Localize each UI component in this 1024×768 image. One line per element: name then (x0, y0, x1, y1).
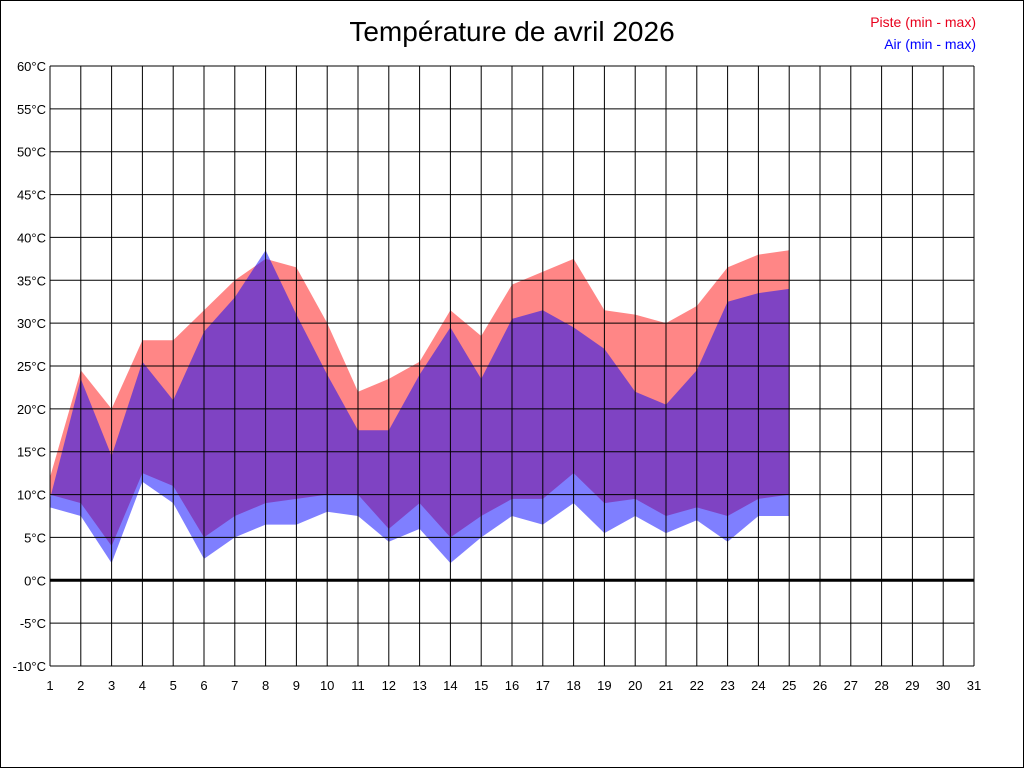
y-tick-label: 60°C (17, 59, 46, 74)
y-tick-label: 55°C (17, 102, 46, 117)
x-tick-label: 8 (262, 678, 269, 693)
x-tick-label: 4 (139, 678, 146, 693)
x-tick-label: 21 (659, 678, 673, 693)
x-tick-label: 17 (536, 678, 550, 693)
x-tick-label: 10 (320, 678, 334, 693)
x-tick-label: 20 (628, 678, 642, 693)
x-tick-label: 9 (293, 678, 300, 693)
x-tick-label: 30 (936, 678, 950, 693)
y-tick-label: 20°C (17, 402, 46, 417)
y-tick-label: 30°C (17, 316, 46, 331)
x-tick-label: 31 (967, 678, 981, 693)
x-tick-label: 16 (505, 678, 519, 693)
x-tick-label: 12 (382, 678, 396, 693)
x-tick-label: 5 (170, 678, 177, 693)
y-tick-label: 15°C (17, 445, 46, 460)
x-tick-label: 27 (844, 678, 858, 693)
y-tick-label: -5°C (20, 616, 46, 631)
x-tick-label: 18 (566, 678, 580, 693)
legend-air: Air (min - max) (884, 36, 976, 52)
legend-piste: Piste (min - max) (870, 14, 976, 30)
x-tick-label: 7 (231, 678, 238, 693)
y-tick-label: 35°C (17, 273, 46, 288)
x-tick-label: 13 (412, 678, 426, 693)
x-tick-label: 28 (874, 678, 888, 693)
x-tick-label: 22 (690, 678, 704, 693)
x-tick-label: 24 (751, 678, 765, 693)
y-tick-label: 40°C (17, 230, 46, 245)
chart-title: Température de avril 2026 (349, 16, 675, 47)
y-tick-label: 50°C (17, 145, 46, 160)
x-tick-label: 14 (443, 678, 457, 693)
x-tick-label: 3 (108, 678, 115, 693)
grid-layer (49, 65, 975, 667)
x-tick-label: 26 (813, 678, 827, 693)
y-tick-label: -10°C (13, 659, 46, 674)
x-tick-label: 15 (474, 678, 488, 693)
x-tick-label: 23 (720, 678, 734, 693)
y-tick-label: 5°C (24, 530, 46, 545)
y-tick-label: 25°C (17, 359, 46, 374)
y-tick-label: 0°C (24, 573, 46, 588)
x-tick-label: 29 (905, 678, 919, 693)
y-tick-label: 10°C (17, 488, 46, 503)
x-tick-label: 1 (46, 678, 53, 693)
x-tick-label: 11 (351, 678, 365, 693)
x-tick-label: 25 (782, 678, 796, 693)
x-tick-label: 6 (200, 678, 207, 693)
x-tick-label: 19 (597, 678, 611, 693)
y-tick-label: 45°C (17, 188, 46, 203)
label-layer: 60°C55°C50°C45°C40°C35°C30°C25°C20°C15°C… (13, 59, 982, 693)
x-tick-label: 2 (77, 678, 84, 693)
